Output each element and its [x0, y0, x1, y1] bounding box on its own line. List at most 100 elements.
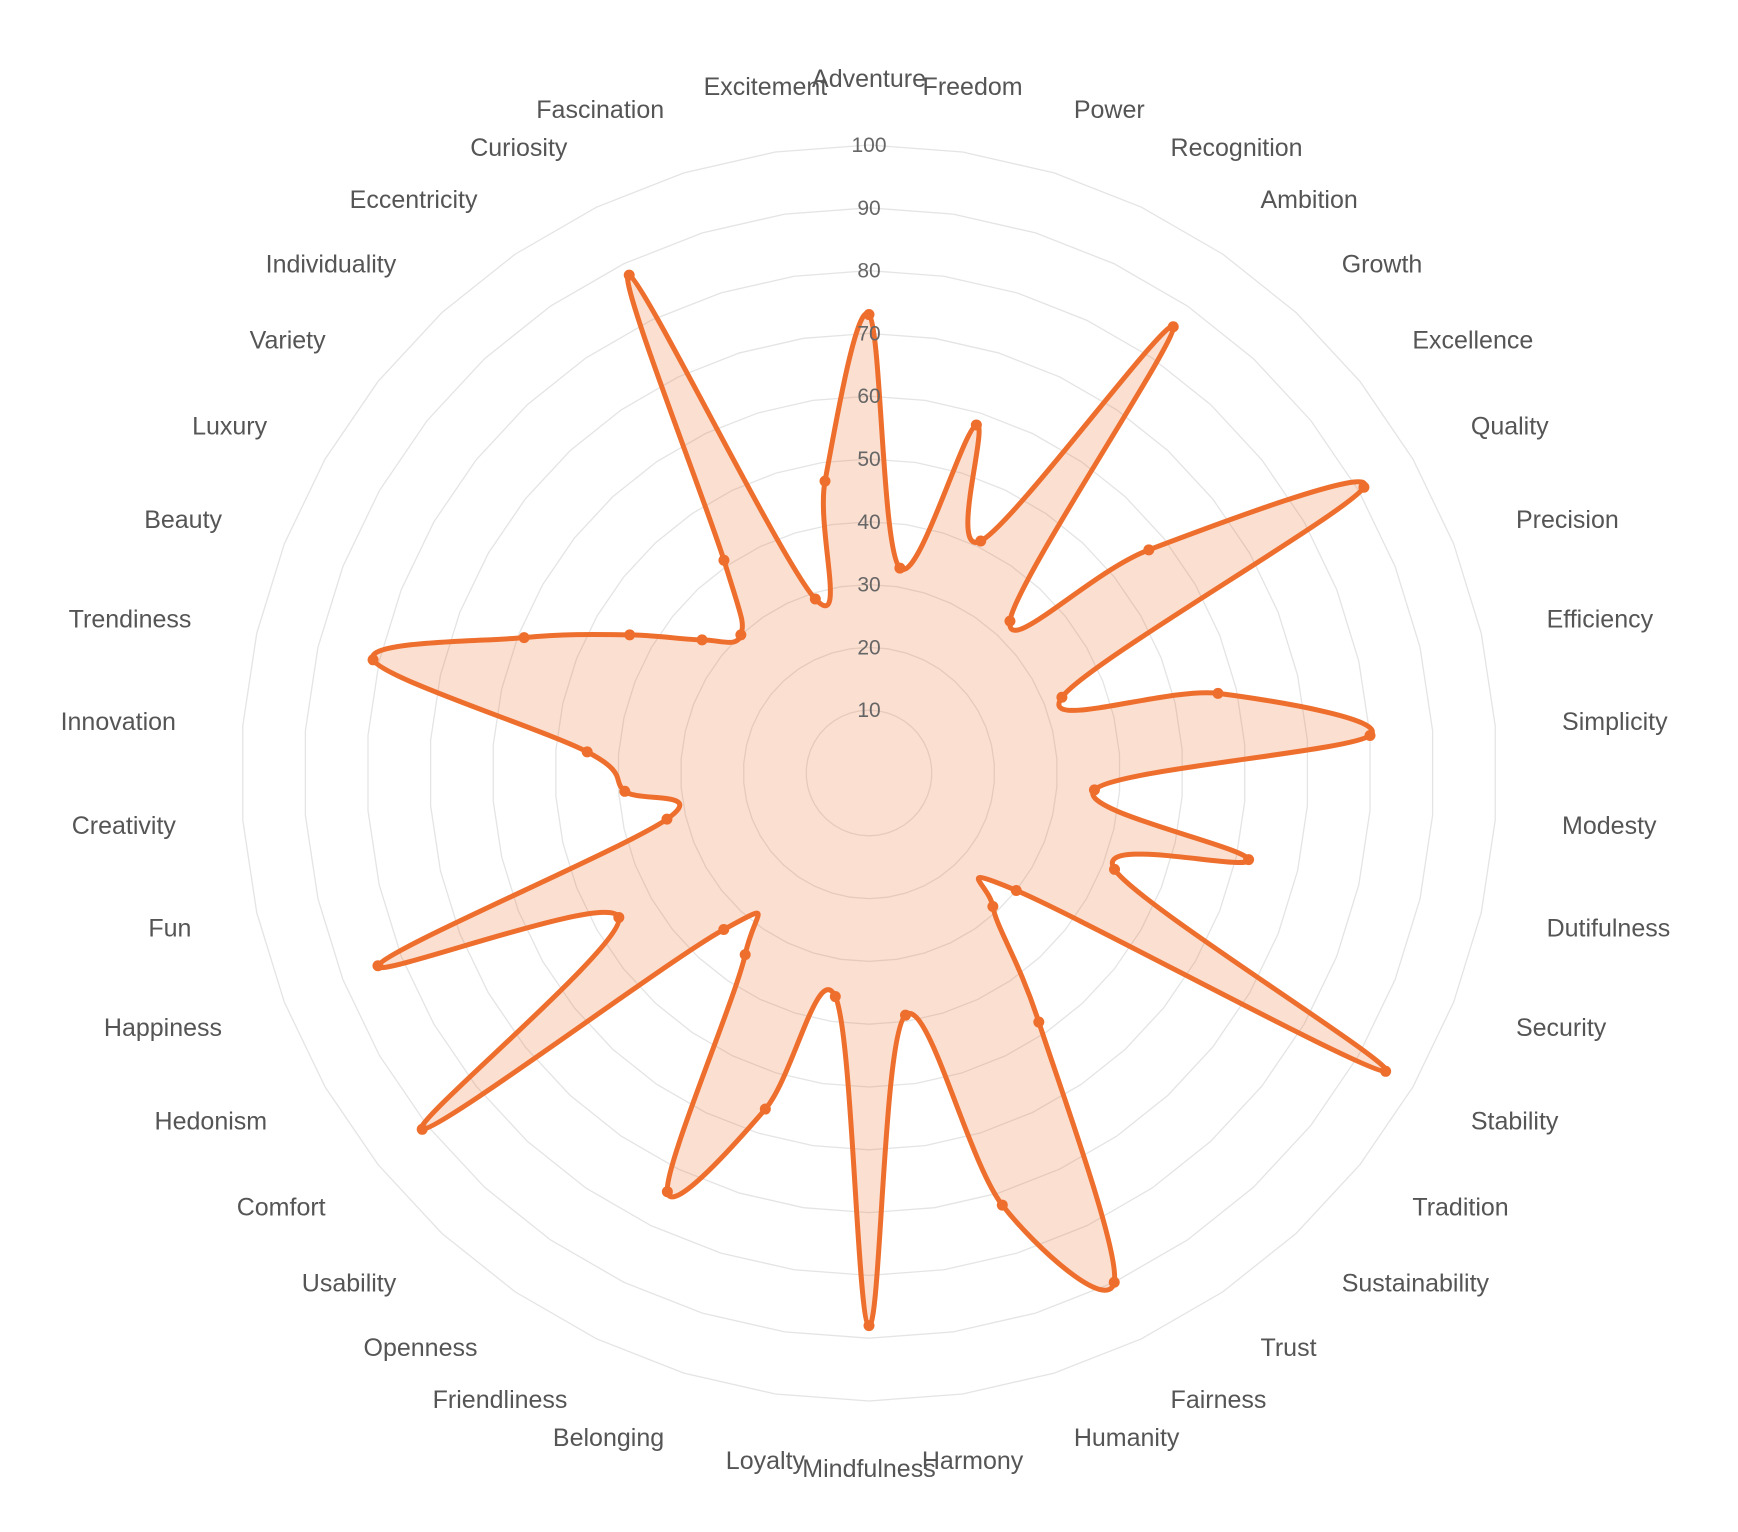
data-point-sustainability[interactable] — [987, 901, 999, 912]
data-point-mindfulness[interactable] — [863, 1320, 875, 1332]
axis-label-eccentricity: Eccentricity — [350, 186, 478, 214]
data-point-trendiness[interactable] — [367, 654, 379, 666]
axis-label-modesty: Modesty — [1562, 812, 1657, 840]
axis-label-variety: Variety — [250, 327, 326, 355]
data-point-security[interactable] — [1109, 863, 1121, 875]
data-point-tradition[interactable] — [1010, 884, 1022, 896]
axis-label-fairness: Fairness — [1171, 1386, 1267, 1414]
axis-label-precision: Precision — [1516, 506, 1619, 534]
grid-ring-20 — [743, 646, 995, 900]
data-point-creativity[interactable] — [619, 785, 631, 797]
data-point-humanity[interactable] — [996, 1199, 1008, 1211]
grid-ring-60 — [492, 395, 1246, 1151]
data-point-eccentricity[interactable] — [718, 554, 730, 566]
radial-tick-labels: 10 20 30 40 50 60 70 80 90 100 — [851, 134, 886, 722]
axis-label-trendiness: Trendiness — [69, 605, 192, 633]
axis-label-security: Security — [1516, 1014, 1607, 1042]
axis-label-growth: Growth — [1342, 251, 1423, 279]
data-point-innovation[interactable] — [581, 746, 593, 758]
axis-label-efficiency: Efficiency — [1547, 605, 1654, 633]
data-point-trust[interactable] — [1033, 1016, 1045, 1028]
data-point-fun[interactable] — [661, 813, 673, 825]
axis-label-power: Power — [1074, 96, 1145, 124]
data-point-excellence[interactable] — [1143, 544, 1155, 556]
data-point-beauty[interactable] — [518, 632, 530, 644]
data-point-openness[interactable] — [739, 949, 751, 961]
axis-label-innovation: Innovation — [61, 708, 176, 736]
axis-label-openness: Openness — [364, 1334, 478, 1362]
radial-tick-90: 90 — [857, 197, 880, 220]
axis-label-individuality: Individuality — [266, 251, 397, 279]
axis-label-friendliness: Friendliness — [433, 1386, 568, 1414]
radial-tick-70: 70 — [857, 322, 880, 345]
axis-label-belonging: Belonging — [553, 1424, 664, 1452]
data-point-recognition[interactable] — [975, 535, 987, 547]
data-point-quality[interactable] — [1358, 481, 1370, 493]
data-point-belonging[interactable] — [759, 1103, 771, 1115]
data-point-fairness[interactable] — [1108, 1276, 1120, 1288]
radial-tick-10: 10 — [857, 699, 880, 722]
data-point-friendliness[interactable] — [661, 1186, 673, 1198]
radial-tick-40: 40 — [857, 511, 880, 534]
radial-tick-50: 50 — [857, 448, 880, 471]
axis-label-luxury: Luxury — [192, 413, 268, 441]
axis-label-fun: Fun — [148, 915, 191, 943]
axis-label-curiosity: Curiosity — [470, 134, 568, 162]
data-point-usability[interactable] — [718, 924, 730, 936]
data-point-excitement[interactable] — [819, 475, 831, 487]
axis-label-adventure: Adventure — [812, 65, 926, 93]
data-point-luxury[interactable] — [624, 629, 636, 641]
data-point-freedom[interactable] — [894, 562, 906, 574]
radial-tick-60: 60 — [857, 385, 880, 408]
data-point-loyalty[interactable] — [829, 991, 841, 1003]
data-point-stability[interactable] — [1380, 1065, 1392, 1077]
data-point-comfort[interactable] — [416, 1123, 428, 1135]
data-point-harmony[interactable] — [900, 1009, 911, 1021]
data-point-modesty[interactable] — [1088, 784, 1100, 796]
axis-label-comfort: Comfort — [237, 1193, 326, 1221]
axis-label-excellence: Excellence — [1412, 327, 1533, 355]
axis-label-quality: Quality — [1471, 413, 1549, 441]
data-point-individuality[interactable] — [735, 629, 747, 641]
data-point-simplicity[interactable] — [1364, 729, 1376, 741]
data-point-ambition[interactable] — [1167, 321, 1179, 333]
data-point-growth[interactable] — [1004, 615, 1016, 627]
series-area-0 — [370, 272, 1389, 1329]
data-point-hedonism[interactable] — [613, 911, 625, 923]
data-point-efficiency[interactable] — [1212, 687, 1224, 699]
grid-ring-40 — [617, 521, 1121, 1025]
axis-label-stability: Stability — [1471, 1108, 1559, 1136]
radial-tick-80: 80 — [857, 260, 880, 283]
grid-ring-10 — [805, 709, 933, 837]
data-point-variety[interactable] — [696, 634, 708, 646]
axis-label-ambition: Ambition — [1261, 186, 1358, 214]
data-point-power[interactable] — [970, 419, 982, 431]
grid-ring-100 — [242, 144, 1496, 1402]
radial-tick-20: 20 — [857, 636, 880, 659]
data-point-curiosity[interactable] — [623, 269, 635, 281]
axis-label-trust: Trust — [1261, 1334, 1317, 1362]
axis-label-fascination: Fascination — [536, 96, 664, 124]
data-point-adventure[interactable] — [863, 309, 875, 321]
axis-label-creativity: Creativity — [72, 812, 177, 840]
grid-ring-50 — [555, 458, 1183, 1088]
axis-label-freedom: Freedom — [923, 73, 1023, 101]
data-point-dutifulness[interactable] — [1243, 854, 1255, 866]
radial-tick-100: 100 — [851, 134, 886, 157]
grid-ring-70 — [429, 332, 1309, 1214]
data-point-fascination[interactable] — [809, 593, 821, 605]
axis-label-humanity: Humanity — [1074, 1424, 1180, 1452]
grid-ring-30 — [680, 583, 1058, 963]
data-point-precision[interactable] — [1056, 691, 1068, 703]
series-layer — [367, 269, 1392, 1332]
axis-label-mindfulness: Mindfulness — [802, 1455, 935, 1483]
axis-label-hedonism: Hedonism — [155, 1108, 268, 1136]
axis-label-simplicity: Simplicity — [1562, 708, 1668, 736]
data-point-happiness[interactable] — [372, 960, 384, 972]
axis-label-happiness: Happiness — [104, 1014, 222, 1042]
axis-label-usability: Usability — [302, 1269, 397, 1297]
axis-label-sustainability: Sustainability — [1342, 1269, 1490, 1297]
axis-label-loyalty: Loyalty — [726, 1447, 806, 1475]
